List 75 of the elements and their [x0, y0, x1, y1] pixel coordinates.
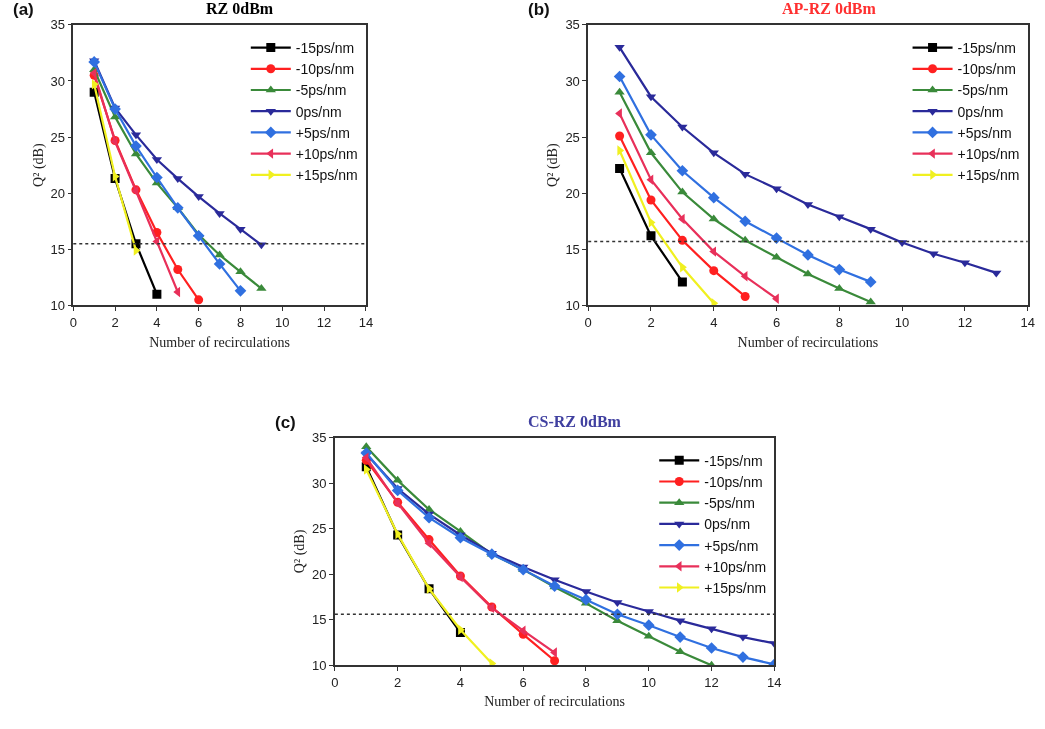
x-tick-label: 8 [236, 314, 245, 330]
legend-label: 0ps/nm [957, 103, 1004, 120]
legend-label: +15ps/nm [957, 167, 1020, 184]
x-tick-label: 14 [358, 314, 374, 330]
x-tick-label: 10 [275, 314, 290, 330]
x-tick-label: 12 [957, 314, 973, 330]
legend-label: +10ps/nm [957, 146, 1020, 163]
y-tick-label: 30 [565, 73, 580, 89]
legend-label: +5ps/nm [957, 124, 1012, 141]
x-axis-title: Number of recirculations [149, 334, 290, 350]
x-tick-label: 4 [153, 314, 161, 330]
x-tick-label: 2 [394, 674, 402, 690]
y-axis-title: Q² (dB) [292, 529, 309, 574]
x-tick-label: 14 [767, 674, 782, 690]
y-tick-label: 15 [312, 612, 327, 628]
y-tick-label: 25 [565, 129, 580, 145]
y-tick-label: 20 [50, 185, 65, 201]
legend-label: +5ps/nm [295, 124, 350, 141]
y-tick-label: 10 [312, 657, 327, 673]
x-tick-label: 12 [316, 314, 332, 330]
legend-label: +15ps/nm [295, 167, 358, 184]
y-tick-label: 35 [50, 17, 65, 33]
x-axis-title: Number of recirculations [484, 694, 625, 710]
x-tick-label: 6 [519, 674, 527, 690]
y-tick-label: 15 [50, 241, 65, 257]
y-tick-label: 25 [50, 129, 65, 145]
y-tick-label: 30 [50, 73, 65, 89]
y-axis-title: Q² (dB) [30, 143, 47, 187]
legend-label: -10ps/nm [704, 473, 763, 490]
legend-label: -15ps/nm [295, 40, 355, 57]
y-tick-label: 15 [565, 241, 580, 257]
x-tick-label: 2 [111, 314, 119, 330]
x-tick-label: 10 [641, 674, 656, 690]
y-tick-label: 20 [565, 185, 580, 201]
y-tick-label: 35 [565, 17, 580, 33]
legend-label: -15ps/nm [704, 452, 763, 469]
x-tick-label: 6 [772, 314, 781, 330]
x-tick-label: 14 [1020, 314, 1035, 330]
x-tick-label: 6 [195, 314, 203, 330]
x-tick-label: 8 [835, 314, 843, 330]
legend-label: -5ps/nm [704, 495, 755, 512]
chart-title: CS-RZ 0dBm [528, 413, 622, 430]
x-tick-label: 4 [710, 314, 718, 330]
x-tick-label: 4 [456, 674, 465, 690]
legend-label: -15ps/nm [957, 40, 1016, 57]
legend-label: 0ps/nm [295, 103, 342, 120]
x-tick-label: 2 [647, 314, 655, 330]
chart-title: RZ 0dBm [206, 0, 274, 17]
x-axis-title: Number of recirculations [737, 334, 879, 350]
y-tick-label: 30 [312, 475, 327, 491]
x-tick-label: 0 [331, 674, 339, 690]
x-tick-label: 12 [704, 674, 719, 690]
x-tick-label: 0 [69, 314, 77, 330]
y-axis-title: Q² (dB) [545, 143, 562, 187]
legend-label: 0ps/nm [704, 516, 751, 533]
legend-label: -5ps/nm [957, 82, 1009, 99]
y-tick-label: 25 [312, 521, 327, 537]
text: (c) [275, 413, 296, 432]
text: (a) [13, 0, 34, 19]
text: (b) [528, 0, 550, 19]
y-tick-label: 10 [565, 298, 580, 313]
chart-title: AP-RZ 0dBm [782, 0, 877, 17]
legend-label: -5ps/nm [295, 82, 347, 99]
legend-label: +5ps/nm [704, 537, 759, 554]
legend-label: -10ps/nm [295, 61, 355, 78]
legend-label: +15ps/nm [704, 579, 767, 596]
y-tick-label: 35 [312, 430, 327, 446]
legend-label: -10ps/nm [957, 61, 1016, 78]
legend-label: +10ps/nm [704, 558, 767, 575]
y-tick-label: 20 [312, 566, 327, 582]
x-tick-label: 8 [582, 674, 590, 690]
x-tick-label: 10 [894, 314, 910, 330]
x-tick-label: 0 [584, 314, 592, 330]
y-tick-label: 10 [50, 298, 65, 313]
legend-label: +10ps/nm [295, 146, 358, 163]
